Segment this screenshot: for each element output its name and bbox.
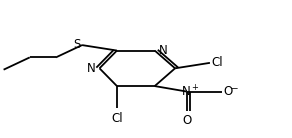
- Text: N: N: [182, 85, 191, 98]
- Text: Cl: Cl: [211, 56, 223, 69]
- Text: −: −: [230, 83, 237, 92]
- Text: N: N: [159, 44, 167, 57]
- Text: N: N: [86, 62, 95, 75]
- Text: Cl: Cl: [111, 112, 123, 125]
- Text: +: +: [191, 83, 198, 92]
- Text: O: O: [223, 85, 232, 98]
- Text: S: S: [73, 38, 81, 51]
- Text: O: O: [182, 114, 191, 127]
